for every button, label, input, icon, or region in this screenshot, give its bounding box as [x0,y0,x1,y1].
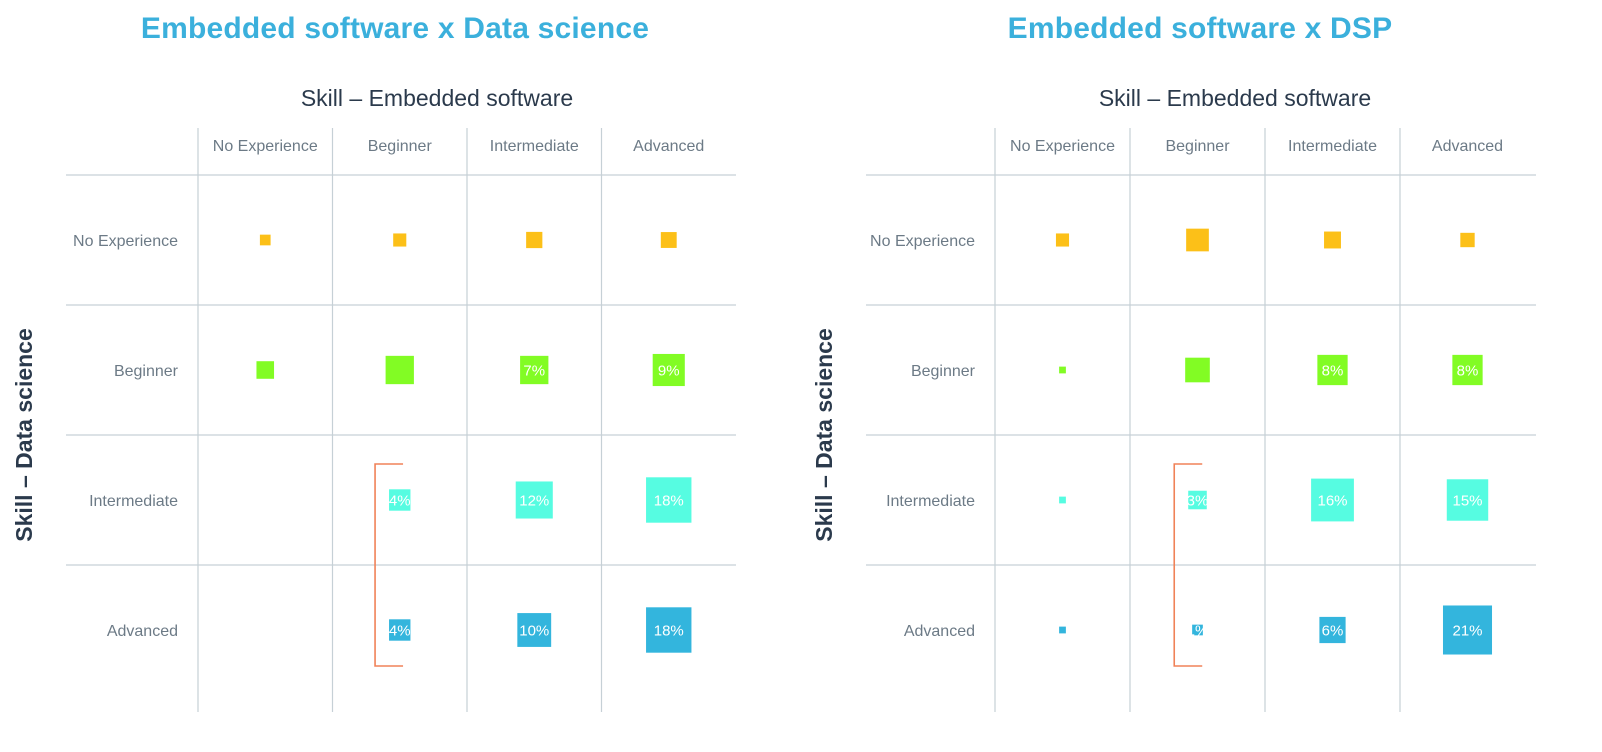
heatmap-cell-square [515,481,553,519]
heatmap-cell-square [660,232,677,248]
heatmap-cell-square [517,613,552,647]
heatmap-cell-square [1188,490,1207,510]
cell-value-label: 18% [654,623,684,640]
heatmap-cell-square [1311,478,1354,522]
heatmap-cell-square [1059,496,1066,504]
x-tick-label: Beginner [1165,138,1230,155]
x-tick-label: Advanced [633,138,704,155]
heatmap-cell-square [652,353,685,387]
heatmap-cell-square [389,489,411,511]
x-tick-label: Intermediate [1288,138,1377,155]
chart-panel-right: Embedded software x DSP Skill – Embedded… [800,0,1600,752]
cell-value-label: 3% [1187,493,1209,510]
y-tick-label: Advanced [107,623,178,640]
x-tick-label: No Experience [213,138,318,155]
x-tick-label: Advanced [1432,138,1503,155]
y-tick-label: Intermediate [886,493,975,510]
heatmap-cell-square [1317,354,1348,386]
heatmap-cell-square [1055,233,1070,247]
bracket-annotation [1173,463,1203,667]
y-tick-label: Advanced [904,623,975,640]
cell-value-label: 4% [389,623,411,640]
cell-value-label: 12% [519,493,549,510]
heatmap-cell-square [1324,231,1341,249]
heatmap-cell-square [1442,605,1493,655]
cell-value-label: 9% [658,363,680,380]
heatmap-cell-square [259,234,271,246]
heatmap-chart: Skill – Embedded software Skill – Data sc… [811,85,1536,712]
heatmap-cell-square [646,607,692,653]
cell-value-label: 1% [1187,623,1209,640]
y-axis-title: Skill – Data science [11,328,37,542]
cell-value-label: 18% [654,493,684,510]
cell-value-label: 10% [519,623,549,640]
heatmap-cell-square [526,231,543,249]
cell-value-label: 8% [1457,363,1479,380]
heatmap-cell-square [1446,479,1489,521]
cell-value-label: 16% [1317,493,1347,510]
heatmap-cell-square [1185,357,1210,383]
cell-value-label: 6% [1322,623,1344,640]
heatmap-cell-square [385,355,414,385]
y-tick-label: Beginner [114,363,179,380]
x-axis-title: Skill – Embedded software [301,85,573,111]
x-axis-title: Skill – Embedded software [1099,85,1371,111]
heatmap-cell-square [1192,624,1203,636]
cell-value-label: 8% [1322,363,1344,380]
heatmap-cell-square [1059,626,1066,634]
y-tick-label: No Experience [73,233,178,250]
heatmap-cell-square [1460,232,1475,248]
heatmap-cell-square [389,619,411,641]
chart-panel-left: Embedded software x Data science Skill –… [0,0,790,752]
x-tick-label: Beginner [368,138,433,155]
heatmap-cell-square [520,355,549,385]
heatmap-cell-square [1319,616,1346,644]
chart-title: Embedded software x Data science [140,12,650,45]
cell-value-label: 21% [1452,623,1482,640]
cell-value-label: 4% [389,493,411,510]
heatmap-cell-square [1059,366,1066,374]
cell-value-label: 7% [523,363,545,380]
x-tick-label: Intermediate [490,138,579,155]
y-tick-label: Beginner [911,363,976,380]
bracket-annotation [374,463,404,667]
heatmap-cell-square [646,477,692,523]
y-tick-label: Intermediate [89,493,178,510]
chart-title: Embedded software x DSP [1007,12,1393,45]
y-axis-title: Skill – Data science [811,328,837,542]
cell-value-label: 15% [1452,493,1482,510]
heatmap-cell-square [1452,354,1483,386]
y-tick-label: No Experience [870,233,975,250]
heatmap-cell-square [393,233,407,247]
heatmap-cell-square [256,361,275,379]
heatmap-cell-square [1186,228,1209,252]
heatmap-chart: Skill – Embedded software Skill – Data sc… [11,85,736,712]
x-tick-label: No Experience [1010,138,1115,155]
